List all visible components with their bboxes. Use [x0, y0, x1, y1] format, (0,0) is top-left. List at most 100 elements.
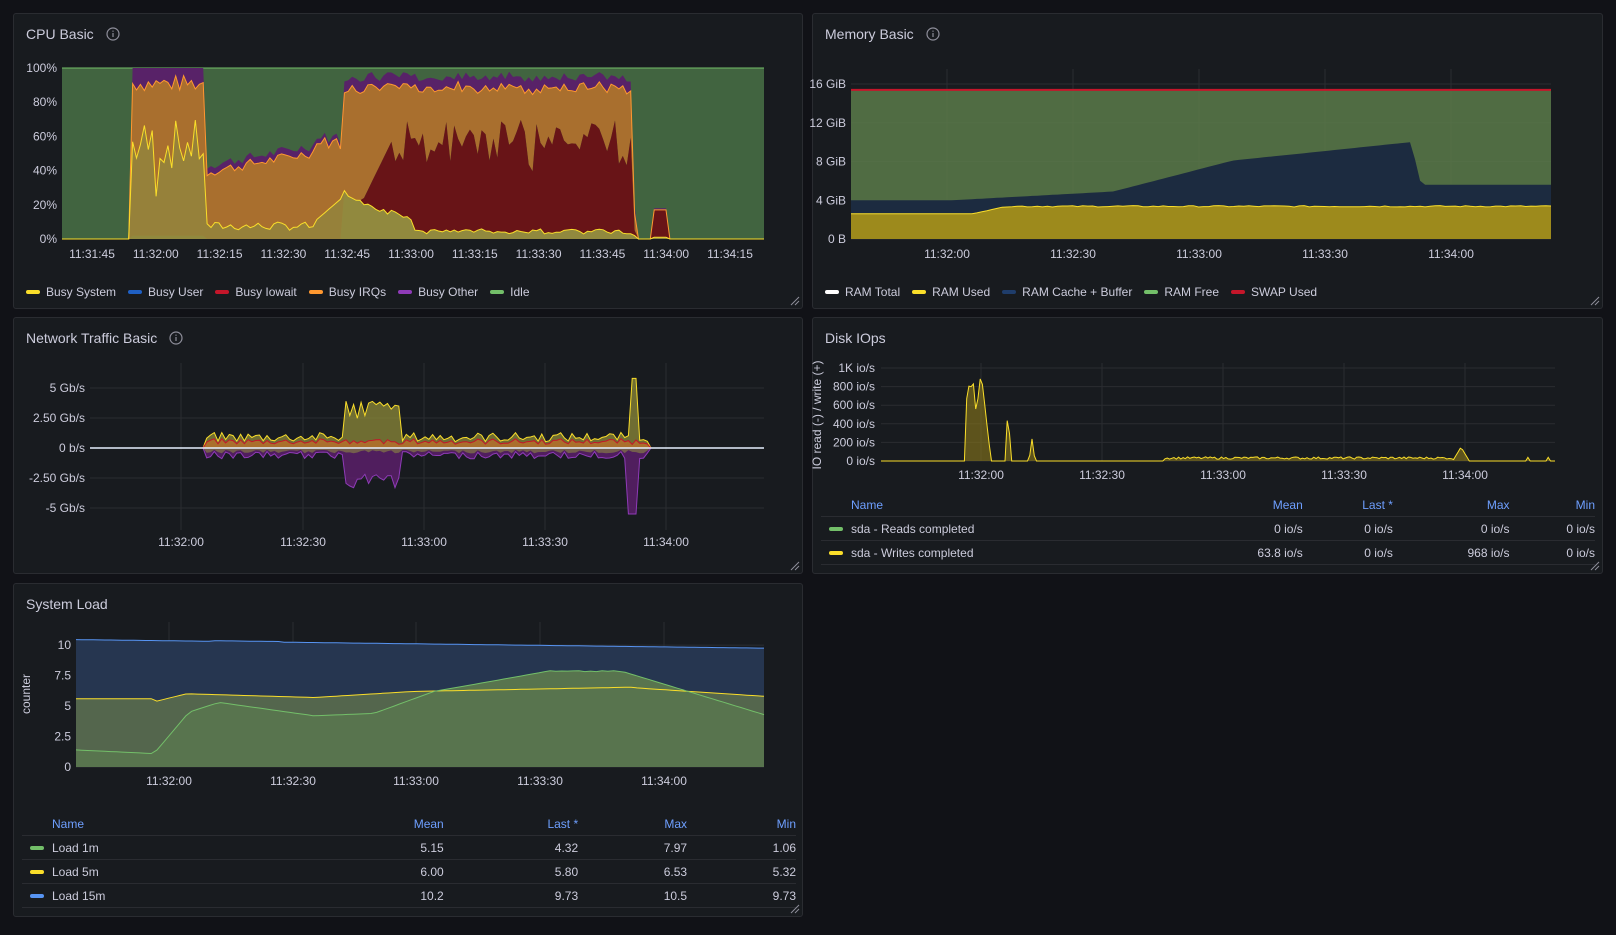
legend-header-last[interactable]: Last * [1302, 495, 1393, 517]
legend-header-row: Name Mean Last * Max Min [821, 495, 1595, 517]
x-tick-label: 11:32:00 [146, 774, 192, 788]
series-busy-iowait-area [62, 119, 764, 239]
legend-row[interactable]: Load 5m 6.00 5.80 6.53 5.32 [22, 859, 796, 884]
legend-row[interactable]: sda - Writes completed 63.8 io/s 0 io/s 968… [821, 540, 1595, 565]
legend-value-max: 0 io/s [1392, 516, 1510, 541]
legend-series-name[interactable]: sda - Writes completed [821, 540, 1179, 565]
legend-item[interactable]: Busy Other [398, 285, 478, 299]
legend-header-last[interactable]: Last * [443, 814, 579, 836]
legend-swatch [490, 290, 505, 294]
y-tick-label: 5 [64, 699, 71, 713]
resize-handle-icon[interactable] [1590, 561, 1600, 571]
legend-item[interactable]: Idle [490, 285, 530, 299]
legend-header-mean[interactable]: Mean [1178, 495, 1303, 517]
panel-system-load: System Load 0 2.5 5 7.5 10 counter 11:32:00 11:… [13, 583, 803, 917]
y-tick-label: 2.50 Gb/s [33, 411, 85, 425]
y-tick-label: -2.50 Gb/s [29, 471, 85, 485]
x-tick-label: 11:33:30 [1302, 247, 1348, 261]
y-tick-label: 0% [40, 232, 58, 246]
legend-label: Idle [510, 285, 530, 299]
panel-title[interactable]: Disk IOps [825, 330, 886, 346]
y-tick-label: 400 io/s [833, 417, 875, 431]
legend-row[interactable]: Load 1m 5.15 4.32 7.97 1.06 [22, 835, 796, 860]
legend-item[interactable]: Busy User [128, 285, 203, 299]
legend-series-name[interactable]: Load 15m [22, 883, 312, 908]
legend-swatch [128, 290, 143, 294]
legend-header-max[interactable]: Max [578, 814, 688, 836]
legend-series-name[interactable]: sda - Reads completed [821, 516, 1179, 541]
network-chart[interactable]: -5 Gb/s -2.50 Gb/s 0 b/s 2.50 Gb/s 5 Gb/s 11:… [14, 318, 804, 575]
legend-value-last: 0 io/s [1302, 540, 1393, 565]
legend-item[interactable]: Busy Iowait [215, 285, 297, 299]
legend-item[interactable]: SWAP Used [1231, 285, 1317, 299]
x-tick-label: 11:33:00 [1200, 468, 1246, 482]
info-icon[interactable] [169, 331, 183, 345]
legend-header-min[interactable]: Min [1509, 495, 1595, 517]
x-tick-label: 11:33:00 [393, 774, 439, 788]
legend-series-name[interactable]: Load 1m [22, 835, 312, 860]
legend-value-min: 0 io/s [1509, 540, 1595, 565]
resize-handle-icon[interactable] [790, 904, 800, 914]
series-busy-system-line [62, 119, 764, 240]
legend-header-max[interactable]: Max [1392, 495, 1510, 517]
info-icon[interactable] [926, 27, 940, 41]
legend-item[interactable]: RAM Used [912, 285, 990, 299]
legend-value-min: 1.06 [687, 835, 796, 860]
memory-legend: RAM Total RAM Used RAM Cache + Buffer RAM F… [825, 285, 1317, 299]
resize-handle-icon[interactable] [790, 296, 800, 306]
legend-swatch [26, 290, 40, 294]
y-tick-label: 0 B [828, 232, 846, 246]
legend-item[interactable]: RAM Cache + Buffer [1002, 285, 1132, 299]
x-tick-label: 11:33:00 [1176, 247, 1222, 261]
legend-row[interactable]: sda - Reads completed 0 io/s 0 io/s 0 io/s 0… [821, 516, 1595, 541]
series-receive-secondary-area [90, 438, 764, 448]
legend-label: Load 1m [52, 840, 99, 855]
y-tick-label: 0 b/s [59, 441, 85, 455]
memory-chart[interactable]: 0 B 4 GiB 8 GiB 12 GiB 16 GiB 11:32:00 11:32:3… [809, 14, 1604, 310]
panel-title[interactable]: Network Traffic Basic [26, 330, 183, 346]
y-tick-label: 10 [58, 638, 72, 652]
resize-handle-icon[interactable] [790, 561, 800, 571]
legend-header-min[interactable]: Min [687, 814, 796, 836]
x-tick-label: 11:33:00 [401, 535, 447, 549]
legend-label: RAM Cache + Buffer [1022, 285, 1133, 299]
panel-disk-iops: Disk IOps 0 io/s 200 io/s 400 io/s 600 io/s… [810, 317, 1604, 575]
legend-label: Load 15m [52, 888, 106, 903]
legend-swatch [215, 290, 230, 294]
x-tick-label: 11:32:30 [1050, 247, 1096, 261]
y-tick-label: 12 GiB [809, 116, 846, 130]
series-ram-used-line [851, 205, 1552, 215]
info-icon[interactable] [106, 27, 120, 41]
y-tick-label: 60% [33, 129, 57, 143]
legend-item[interactable]: RAM Total [825, 285, 900, 299]
series-receive-line [90, 377, 764, 449]
y-tick-label: 7.5 [54, 669, 71, 683]
panel-title[interactable]: System Load [26, 596, 108, 612]
legend-value-mean: 6.00 [311, 859, 444, 884]
x-tick-label: 11:32:30 [260, 247, 306, 261]
legend-row[interactable]: Load 15m 10.2 9.73 10.5 9.73 [22, 883, 796, 908]
x-tick-label: 11:32:00 [158, 535, 204, 549]
panel-title[interactable]: CPU Basic [26, 26, 120, 42]
legend-swatch [398, 290, 413, 294]
x-tick-label: 11:32:30 [1079, 468, 1125, 482]
legend-item[interactable]: RAM Free [1144, 285, 1219, 299]
cpu-chart[interactable]: 0% 20% 40% 60% 80% 100% 11:31:45 11:32:00 11:32:… [14, 14, 804, 310]
legend-value-max: 968 io/s [1392, 540, 1510, 565]
legend-value-last: 5.80 [443, 859, 579, 884]
panel-network-traffic: Network Traffic Basic -5 Gb/s -2.50 Gb/s 0… [13, 317, 803, 574]
legend-item[interactable]: Busy IRQs [308, 285, 386, 299]
y-axis-label: IO read (-) / write (+) [810, 360, 824, 469]
cpu-legend: Busy System Busy User Busy Iowait Busy IRQs… [26, 285, 530, 299]
legend-swatch [1144, 290, 1159, 294]
legend-series-name[interactable]: Load 5m [22, 859, 312, 884]
x-tick-label: 11:32:30 [270, 774, 316, 788]
panel-title[interactable]: Memory Basic [825, 26, 940, 42]
series-load-15m-line [75, 639, 764, 649]
legend-header-mean[interactable]: Mean [311, 814, 444, 836]
legend-item[interactable]: Busy System [26, 285, 116, 299]
resize-handle-icon[interactable] [1590, 296, 1600, 306]
load-chart[interactable]: 0 2.5 5 7.5 10 counter 11:32:00 11:32:30 11:33:0… [14, 584, 804, 918]
legend-swatch [1231, 290, 1246, 294]
disk-chart[interactable]: 0 io/s 200 io/s 400 io/s 600 io/s 800 io/s 1K… [810, 318, 1604, 575]
